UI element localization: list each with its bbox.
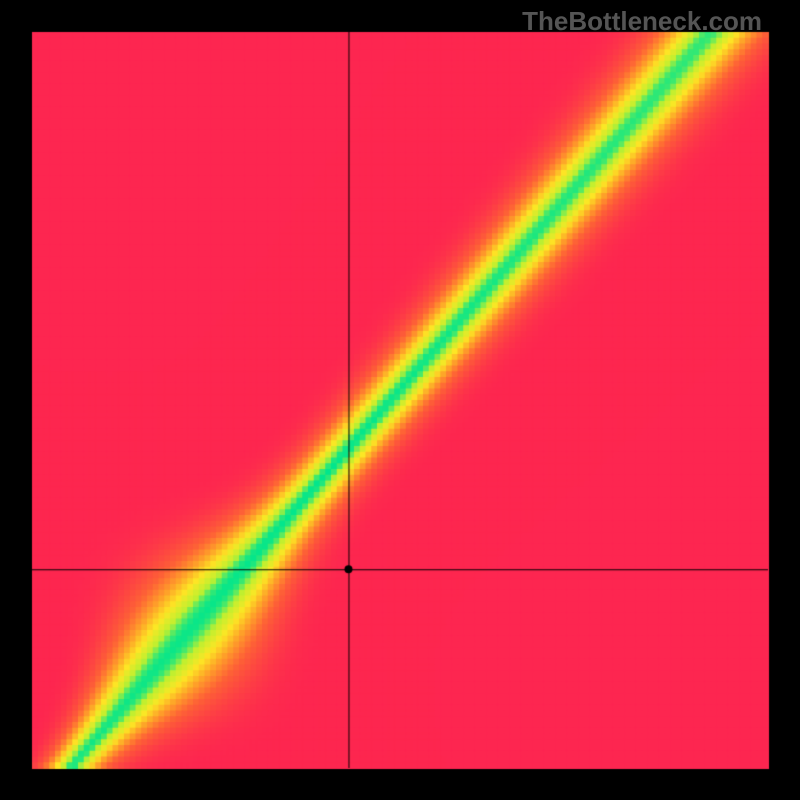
heatmap-canvas: [0, 0, 800, 800]
chart-container: TheBottleneck.com: [0, 0, 800, 800]
watermark-text: TheBottleneck.com: [522, 6, 762, 37]
